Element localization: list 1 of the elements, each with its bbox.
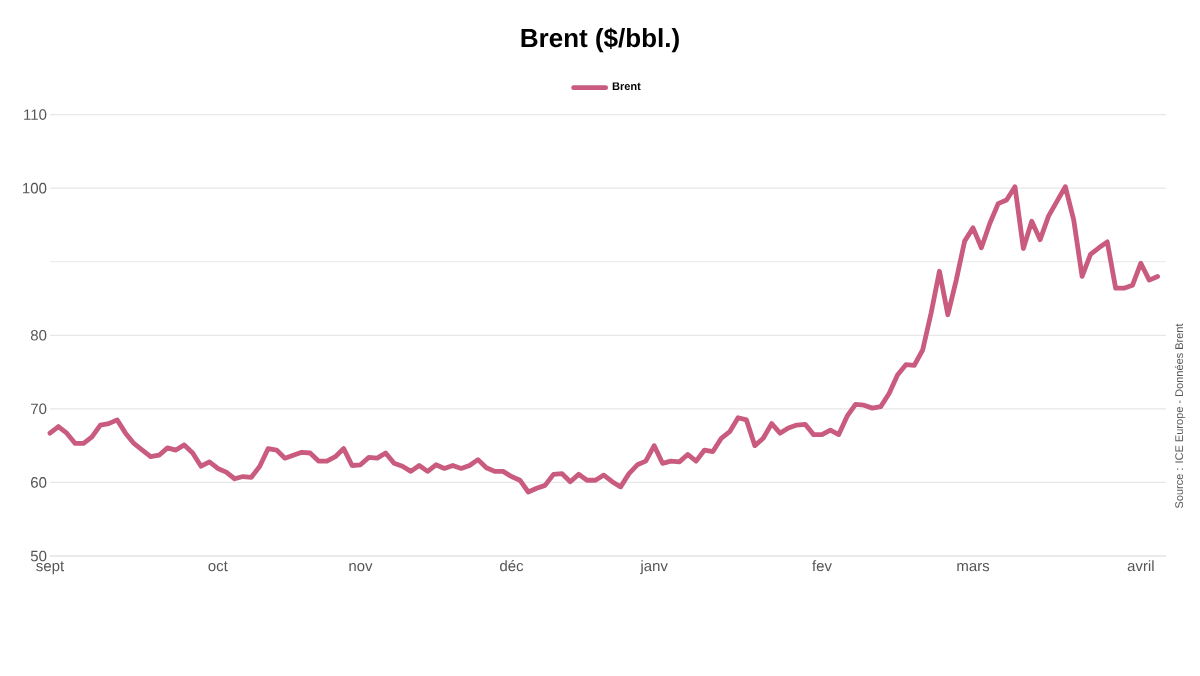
chart-title: Brent ($/bbl.) <box>521 27 679 53</box>
